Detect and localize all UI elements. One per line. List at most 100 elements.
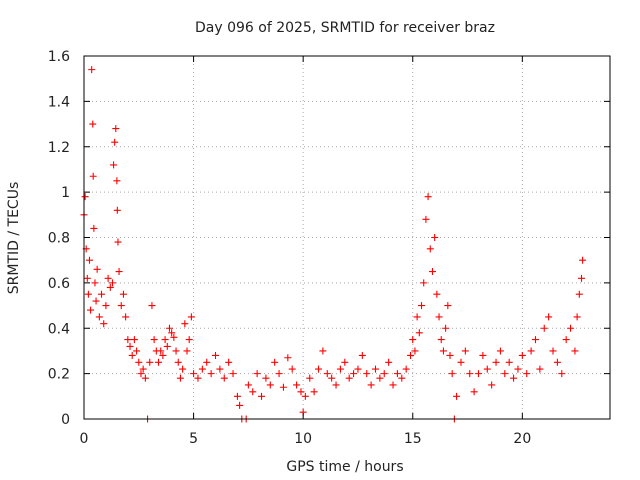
data-point: [92, 297, 100, 305]
data-point: [389, 381, 397, 389]
data-point: [367, 381, 375, 389]
data-point: [114, 238, 122, 246]
data-point: [163, 342, 171, 350]
data-point: [479, 351, 487, 359]
data-point: [398, 374, 406, 382]
data-point: [93, 265, 101, 273]
data-point: [181, 320, 189, 328]
x-tick-label: 20: [513, 431, 531, 447]
data-point: [510, 374, 518, 382]
data-point: [323, 370, 331, 378]
data-point: [150, 336, 158, 344]
data-point: [229, 370, 237, 378]
data-point: [174, 358, 182, 366]
data-point: [488, 381, 496, 389]
data-point: [492, 358, 500, 366]
data-point: [176, 374, 184, 382]
data-point: [89, 120, 97, 128]
data-point: [115, 268, 123, 276]
data-point: [422, 215, 430, 223]
data-point: [137, 370, 145, 378]
data-point: [104, 274, 112, 282]
data-point: [110, 161, 118, 169]
data-point: [575, 290, 583, 298]
x-tick-label: 5: [189, 431, 198, 447]
data-point: [172, 347, 180, 355]
data-point: [113, 177, 121, 185]
data-point: [159, 351, 167, 359]
data-point: [95, 313, 103, 321]
data-point: [220, 374, 228, 382]
data-point: [135, 358, 143, 366]
data-point: [413, 313, 421, 321]
data-point: [301, 392, 309, 400]
data-point: [457, 358, 465, 366]
data-point: [249, 388, 257, 396]
x-tick-label: 0: [80, 431, 89, 447]
data-point: [439, 347, 447, 355]
data-point: [284, 354, 292, 362]
data-point: [437, 336, 445, 344]
data-point: [549, 347, 557, 355]
data-point: [212, 351, 219, 359]
data-point: [83, 274, 91, 282]
data-point: [161, 336, 169, 344]
y-tick-label: 0.4: [48, 321, 70, 337]
data-point: [446, 351, 454, 359]
data-point: [354, 365, 362, 373]
data-point: [157, 347, 165, 355]
y-tick-label: 1.4: [48, 94, 70, 110]
data-point: [190, 370, 198, 378]
data-point: [122, 313, 130, 321]
data-point: [130, 336, 138, 344]
x-tick-label: 10: [294, 431, 312, 447]
data-point: [117, 302, 125, 310]
data-point: [411, 347, 419, 355]
data-point: [146, 358, 154, 366]
data-point: [435, 313, 443, 321]
data-point: [81, 193, 89, 201]
data-points-layer: [80, 66, 587, 423]
data-point: [170, 333, 178, 341]
data-point: [475, 370, 482, 378]
data-point: [536, 365, 544, 373]
data-point: [98, 290, 106, 298]
data-point: [293, 381, 301, 389]
y-tick-label: 0.2: [48, 367, 70, 383]
data-point: [198, 365, 206, 373]
data-point: [119, 290, 127, 298]
data-point: [111, 138, 119, 146]
data-point: [187, 313, 195, 321]
data-point: [350, 370, 358, 378]
y-tick-label: 1: [61, 185, 70, 201]
data-point: [179, 365, 187, 373]
data-point: [85, 256, 93, 264]
data-point: [258, 392, 266, 400]
data-point: [341, 358, 349, 366]
data-point: [216, 365, 224, 373]
data-point: [271, 358, 279, 366]
data-point: [442, 324, 450, 332]
data-point: [288, 365, 296, 373]
data-point: [113, 206, 121, 214]
data-point: [518, 351, 526, 359]
data-point: [385, 358, 393, 366]
data-point: [431, 234, 439, 241]
data-point: [466, 370, 474, 378]
x-tick-label: 15: [404, 431, 422, 447]
data-point: [540, 324, 548, 332]
data-point: [483, 365, 491, 373]
data-point: [139, 365, 147, 373]
data-point: [424, 193, 432, 201]
data-point: [244, 381, 252, 389]
data-point: [501, 370, 509, 378]
data-point: [91, 279, 99, 287]
y-axis-label: SRMTID / TECUs: [6, 182, 22, 295]
data-point: [275, 370, 283, 378]
data-point: [266, 381, 274, 389]
data-point: [380, 370, 388, 378]
data-point: [567, 324, 575, 332]
data-point: [428, 268, 436, 276]
